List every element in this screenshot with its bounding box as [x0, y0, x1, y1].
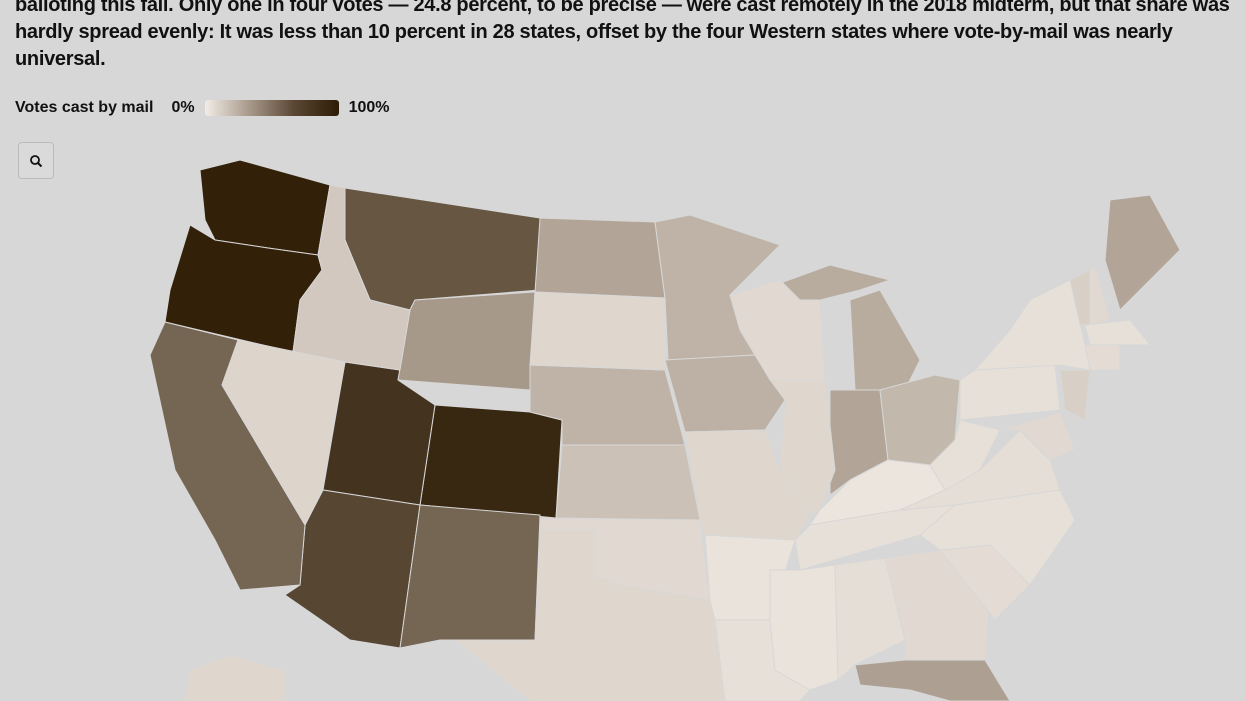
state-id[interactable]	[292, 184, 411, 371]
color-legend: Votes cast by mail 0% 100%	[15, 99, 389, 117]
state-ak[interactable]	[184, 654, 286, 701]
state-nv[interactable]	[221, 339, 346, 526]
state-co[interactable]	[419, 404, 563, 519]
intro-paragraph: balloting this fall. Only one in four vo…	[15, 0, 1230, 70]
legend-max-label: 100%	[348, 99, 390, 116]
state-ma[interactable]	[1084, 319, 1151, 346]
legend-gradient-bar	[204, 100, 339, 116]
search-icon	[30, 154, 43, 167]
state-mt[interactable]	[344, 187, 541, 311]
state-nm[interactable]	[399, 504, 541, 649]
state-al[interactable]	[834, 557, 906, 681]
state-md[interactable]	[999, 411, 1076, 461]
legend-min-label: 0%	[171, 99, 195, 116]
state-nj[interactable]	[1059, 369, 1091, 421]
state-ia[interactable]	[664, 354, 786, 433]
state-sd[interactable]	[529, 291, 666, 371]
state-nh[interactable]	[1089, 264, 1111, 326]
state-ks[interactable]	[555, 444, 701, 521]
state-mi[interactable]	[849, 289, 921, 391]
state-me[interactable]	[1104, 194, 1181, 311]
state-il[interactable]	[769, 379, 836, 516]
legend-title: Votes cast by mail	[15, 99, 154, 116]
state-ms[interactable]	[769, 564, 839, 691]
state-pa[interactable]	[959, 364, 1061, 421]
state-fl[interactable]	[854, 659, 1011, 701]
state-nd[interactable]	[534, 217, 666, 299]
state-wy[interactable]	[397, 291, 536, 391]
zoom-button[interactable]	[18, 142, 54, 179]
state-ok[interactable]	[539, 517, 711, 601]
state-mo[interactable]	[684, 429, 811, 541]
state-ct[interactable]	[1084, 344, 1121, 371]
